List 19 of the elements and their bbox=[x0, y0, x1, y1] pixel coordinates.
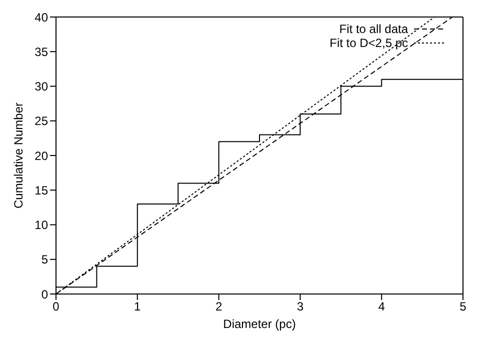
y-tick-label: 5 bbox=[41, 252, 48, 267]
y-tick-label: 15 bbox=[34, 183, 48, 198]
x-tick-label: 1 bbox=[134, 300, 142, 314]
x-axis-title: Diameter (pc) bbox=[223, 317, 296, 331]
y-axis-title: Cumulative Number bbox=[11, 102, 26, 209]
y-tick-label: 25 bbox=[34, 114, 48, 128]
y-tick-label: 35 bbox=[34, 44, 48, 59]
x-tick-label: 5 bbox=[460, 300, 467, 314]
x-tick-label: 4 bbox=[378, 300, 386, 314]
x-tick-label: 3 bbox=[296, 300, 304, 314]
legend-label: Fit to all data bbox=[339, 22, 408, 36]
y-tick-label: 0 bbox=[41, 287, 48, 302]
y-tick-label: 10 bbox=[34, 218, 48, 232]
y-tick-label: 30 bbox=[34, 80, 48, 94]
x-tick-label: 0 bbox=[52, 300, 60, 314]
x-tick-label: 2 bbox=[215, 300, 222, 314]
legend-label: Fit to D<2,5 pc bbox=[330, 36, 408, 50]
y-tick-label: 20 bbox=[34, 148, 48, 163]
y-tick-label: 40 bbox=[34, 10, 48, 24]
